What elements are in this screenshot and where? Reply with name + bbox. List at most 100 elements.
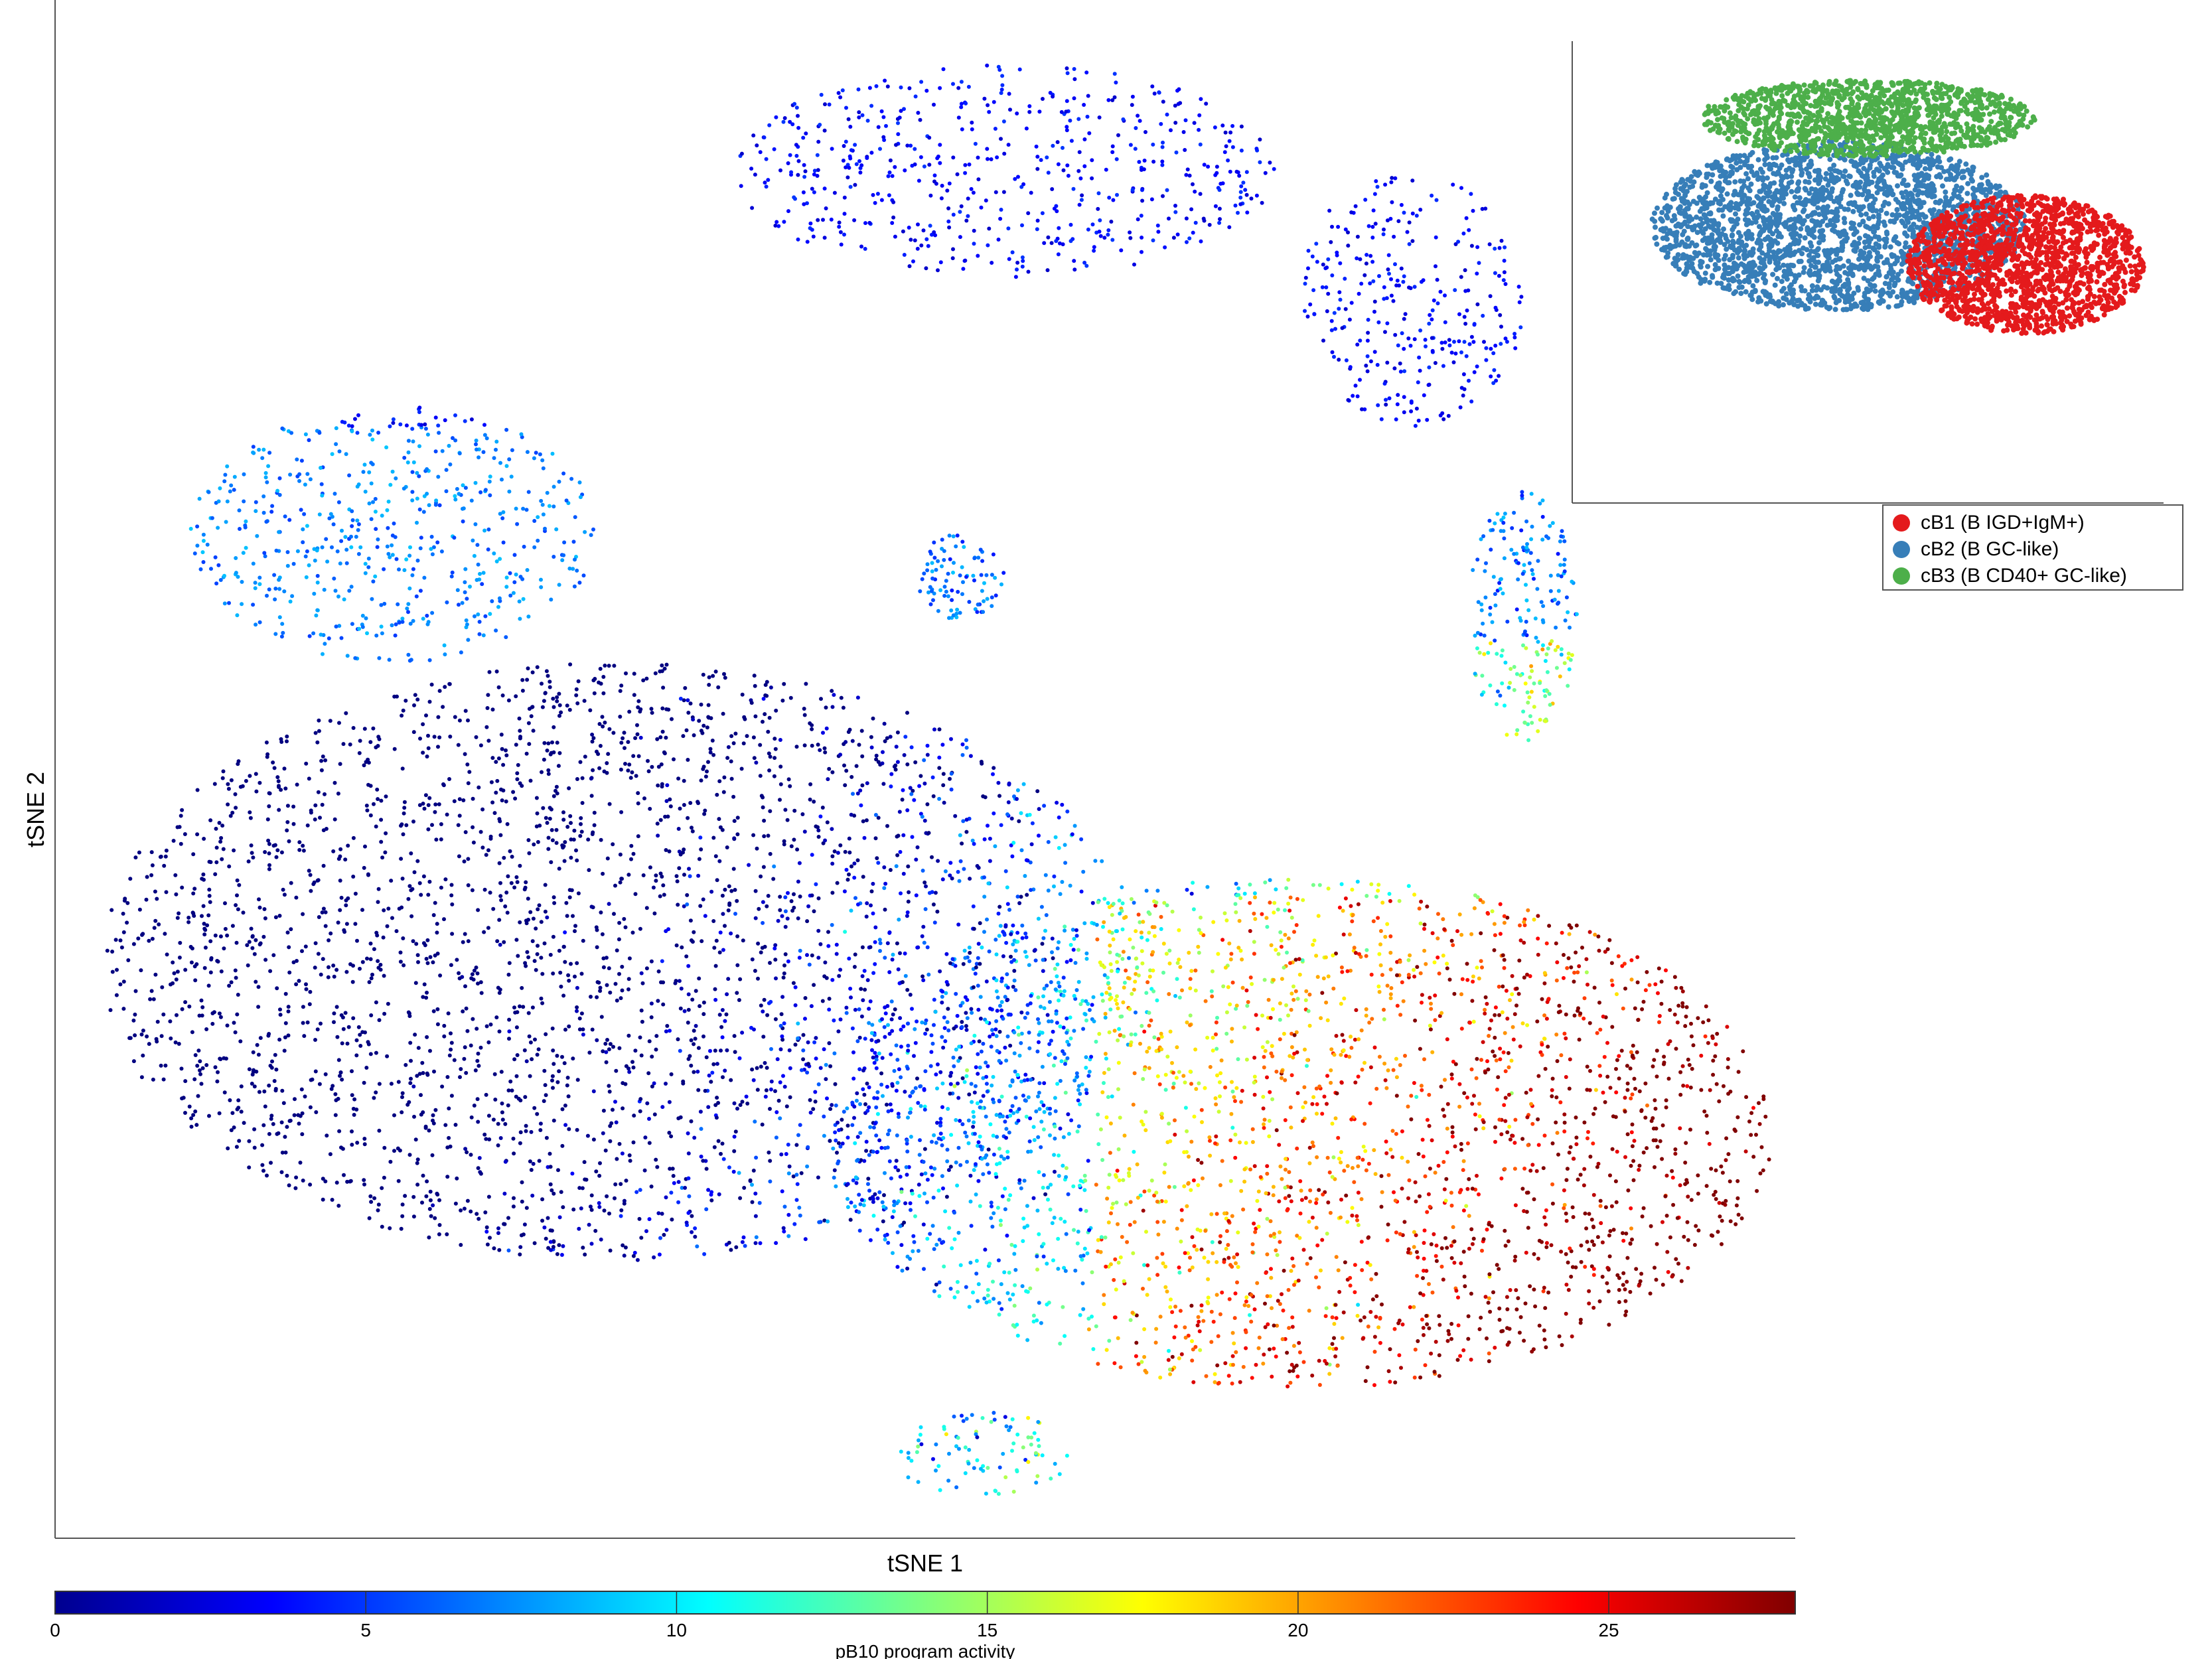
main-point [590, 739, 595, 744]
main-point [1562, 1120, 1567, 1125]
main-point [607, 902, 611, 906]
main-point [801, 1057, 806, 1062]
main-point [1023, 1072, 1028, 1077]
main-point [351, 1016, 356, 1021]
main-point [557, 713, 561, 718]
main-point [619, 684, 624, 688]
main-point [1270, 1097, 1275, 1102]
main-point [855, 858, 860, 863]
main-point [1110, 1206, 1114, 1210]
main-point [1419, 1084, 1424, 1088]
main-point [941, 1135, 946, 1140]
main-point [734, 1245, 739, 1250]
main-point [687, 1194, 692, 1198]
main-point [548, 1240, 553, 1244]
main-point [559, 710, 563, 715]
main-point [575, 1127, 579, 1132]
main-point [1145, 980, 1150, 985]
main-point [919, 1172, 924, 1177]
main-point [226, 1146, 230, 1151]
main-point [995, 995, 1000, 1000]
main-point [464, 1070, 469, 1075]
main-point [587, 868, 591, 873]
main-point [1301, 1105, 1305, 1110]
main-point [1159, 914, 1163, 919]
main-point [909, 1208, 913, 1212]
main-point [1061, 1305, 1065, 1309]
main-point [1050, 1221, 1055, 1226]
main-point [749, 701, 754, 705]
main-point [1220, 938, 1225, 942]
main-point [161, 1077, 166, 1082]
main-point [1542, 1328, 1546, 1333]
main-point [1497, 1306, 1502, 1311]
main-point [729, 776, 734, 781]
main-point [619, 1208, 624, 1212]
main-point [330, 1198, 334, 1202]
main-point [964, 738, 968, 743]
main-point [424, 713, 428, 718]
main-point [692, 1042, 696, 1046]
main-point [819, 697, 823, 701]
main-point [846, 1196, 849, 1201]
main-point [677, 849, 682, 854]
main-point [531, 1161, 536, 1166]
main-point [222, 1056, 226, 1060]
main-point [315, 1027, 320, 1032]
main-point [1043, 1192, 1048, 1196]
main-point [899, 1243, 904, 1248]
main-point [338, 1070, 343, 1075]
main-point [1609, 978, 1614, 983]
main-point [320, 802, 325, 807]
main-point [851, 1050, 855, 1054]
main-point [1229, 1112, 1234, 1116]
main-point [1493, 1345, 1497, 1350]
main-point [1083, 1012, 1088, 1017]
main-point [1605, 1281, 1609, 1285]
main-point [822, 974, 827, 979]
main-point [1163, 1088, 1168, 1092]
main-point [1145, 1049, 1149, 1054]
main-point [660, 663, 664, 668]
main-point [323, 1179, 328, 1184]
main-point [435, 930, 439, 935]
main-point [932, 920, 937, 925]
main-point [748, 1178, 753, 1183]
main-point [1555, 1059, 1560, 1063]
main-point [1026, 1095, 1031, 1100]
main-point [1252, 1074, 1257, 1079]
main-point [110, 950, 115, 954]
main-point [421, 995, 425, 999]
main-point [1470, 999, 1475, 1003]
main-point [465, 1198, 470, 1203]
main-point [1065, 809, 1070, 814]
main-point [406, 1010, 411, 1015]
main-point [1634, 1267, 1639, 1271]
main-point [221, 769, 226, 774]
main-point [808, 721, 812, 725]
main-point [661, 1002, 666, 1007]
main-point [862, 1159, 867, 1163]
main-point [1501, 984, 1505, 989]
main-point [462, 1206, 467, 1211]
main-point [1532, 1197, 1536, 1202]
main-point [543, 909, 548, 914]
main-point [1353, 1037, 1357, 1042]
main-point [1274, 948, 1278, 952]
main-point [778, 1047, 783, 1052]
main-point [1263, 1301, 1267, 1306]
main-point [503, 1121, 508, 1126]
main-point [286, 1005, 291, 1009]
main-point [431, 960, 435, 965]
main-point [1460, 977, 1465, 981]
main-point [1452, 991, 1457, 996]
main-point [889, 784, 893, 789]
main-point [1037, 1301, 1041, 1305]
main-point [895, 1133, 899, 1137]
main-point [682, 698, 686, 703]
main-point [715, 1096, 719, 1100]
main-point [295, 782, 299, 787]
main-point [1063, 1334, 1067, 1338]
main-point [1643, 1081, 1648, 1086]
main-point [776, 918, 780, 923]
